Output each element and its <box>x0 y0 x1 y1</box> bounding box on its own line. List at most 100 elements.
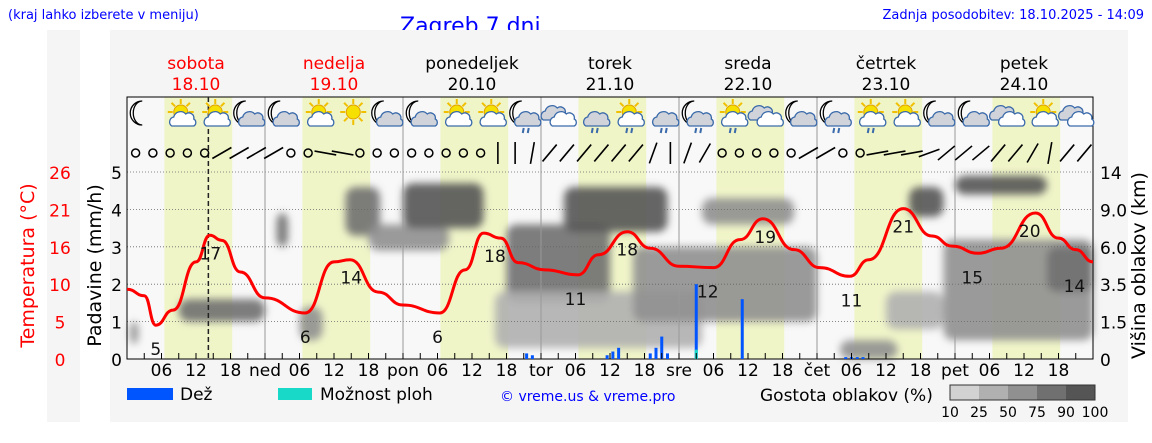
rain-bar <box>694 284 698 359</box>
wind-barb-icon <box>314 150 337 156</box>
sun-ray <box>461 102 467 108</box>
moon-cloud-icon <box>405 100 438 127</box>
cloud-height-tick: 1.5 <box>1100 314 1127 334</box>
rain-drop <box>659 127 663 134</box>
rain-drop <box>871 127 875 134</box>
rain-drop <box>521 127 525 134</box>
cloud-shape <box>169 111 197 127</box>
wind-barb-icon <box>815 146 836 160</box>
wind-barb-icon <box>211 146 232 160</box>
sun-cloud-icon <box>202 99 231 127</box>
cloud-shape <box>445 111 473 127</box>
x-tick-label: pon <box>387 361 419 381</box>
density-tick: 50 <box>999 405 1017 421</box>
density-tick: 100 <box>1082 405 1109 421</box>
cloud-shape <box>479 111 507 127</box>
temperature-label: 20 <box>1019 222 1041 242</box>
sun-cloud-icon <box>478 99 507 127</box>
x-tick-label: 06 <box>703 361 725 381</box>
clouds-icon <box>989 105 1026 127</box>
credit-link[interactable]: © vreme.us & vreme.pro <box>500 389 675 405</box>
wind-calm-icon <box>148 148 158 158</box>
rain-drop <box>728 127 732 134</box>
sun-cloud-icon <box>443 99 473 127</box>
day-name: sreda <box>724 54 771 74</box>
showers-legend-label: Možnost ploh <box>320 385 433 405</box>
x-tick-label: 06 <box>427 361 449 381</box>
sun-ray <box>860 102 866 108</box>
x-tick-label: 12 <box>737 361 759 381</box>
moon-shape <box>129 100 143 126</box>
x-tick-label: čet <box>804 361 831 381</box>
density-legend-title: Gostota oblakov (%) <box>760 386 933 406</box>
sun-ray <box>358 116 364 122</box>
location-hint[interactable]: (kraj lahko izberete v meniju) <box>8 8 199 23</box>
day-name: petek <box>1000 54 1048 74</box>
cloud-height-tick: 3.5 <box>1100 276 1127 296</box>
moon-cloud-icon <box>957 100 990 127</box>
cloud-blob <box>955 175 1047 195</box>
x-tick-label: 06 <box>151 361 173 381</box>
x-tick-label: 12 <box>323 361 345 381</box>
temperature-label: 18 <box>616 241 638 261</box>
sun-ray <box>220 102 226 108</box>
sun-cloud-rain-icon <box>616 99 645 134</box>
cloud-shape <box>617 111 645 127</box>
rain-bar <box>855 357 859 359</box>
cloud-blob <box>1047 246 1093 292</box>
rain-bar <box>740 299 744 359</box>
precip-tick: 5 <box>111 164 122 184</box>
cloud-shape <box>307 111 335 127</box>
sun-ray <box>737 102 743 108</box>
temperature-label: 6 <box>300 328 311 348</box>
wind-barb-icon <box>576 144 592 162</box>
sun-ray <box>722 102 728 108</box>
day-date: 23.10 <box>862 75 911 95</box>
day-date: 21.10 <box>586 75 635 95</box>
wind-calm-icon <box>182 148 193 158</box>
x-tick-label: 06 <box>565 361 587 381</box>
wind-barb-icon <box>246 146 267 160</box>
last-updated: Zadnja posodobitev: 18.10.2025 - 14:09 <box>882 8 1144 23</box>
x-tick-label: 12 <box>875 361 897 381</box>
precip-tick: 2 <box>111 276 122 296</box>
x-tick-label: 12 <box>599 361 621 381</box>
wind-calm-icon <box>199 148 210 158</box>
day-name: četrtek <box>856 54 917 74</box>
temp-tick: 21 <box>49 201 71 221</box>
cloud-shape <box>859 111 887 127</box>
wind-barb-icon <box>1076 144 1093 162</box>
cloud-blob <box>345 186 380 236</box>
cloud-blob <box>368 224 449 251</box>
density-swatch <box>1066 385 1095 400</box>
sun-ray <box>185 102 191 108</box>
cloud-rain-icon <box>583 111 611 134</box>
temp-axis-label: Temperatura (°C) <box>17 183 39 348</box>
sun-cloud-icon <box>167 99 197 127</box>
cloud-blob <box>178 299 265 322</box>
rain-drop <box>699 127 703 134</box>
sun-ray <box>323 102 329 108</box>
rain-drop <box>837 127 841 134</box>
wind-calm-icon <box>372 148 382 158</box>
wind-calm-icon <box>786 148 796 158</box>
sun-ray <box>343 116 349 122</box>
cloud-shape <box>928 111 956 127</box>
wind-calm-icon <box>424 148 434 158</box>
wind-barb-icon <box>610 144 627 162</box>
cloud-shape <box>583 111 611 127</box>
density-swatch <box>1037 385 1066 400</box>
x-tick-label: tor <box>529 361 553 381</box>
temperature-label: 14 <box>1064 277 1086 297</box>
rain-bar <box>660 336 664 359</box>
sun-ray <box>170 102 176 108</box>
wind-barb-icon <box>866 150 889 156</box>
wind-barb-icon <box>1059 144 1075 162</box>
day-date: 19.10 <box>310 75 359 95</box>
rain-bar <box>844 357 848 359</box>
x-tick-label: 18 <box>772 361 794 381</box>
moon-cloud-rain-icon <box>681 100 714 134</box>
clouds-icon <box>747 105 784 127</box>
rain-drop <box>595 127 599 134</box>
